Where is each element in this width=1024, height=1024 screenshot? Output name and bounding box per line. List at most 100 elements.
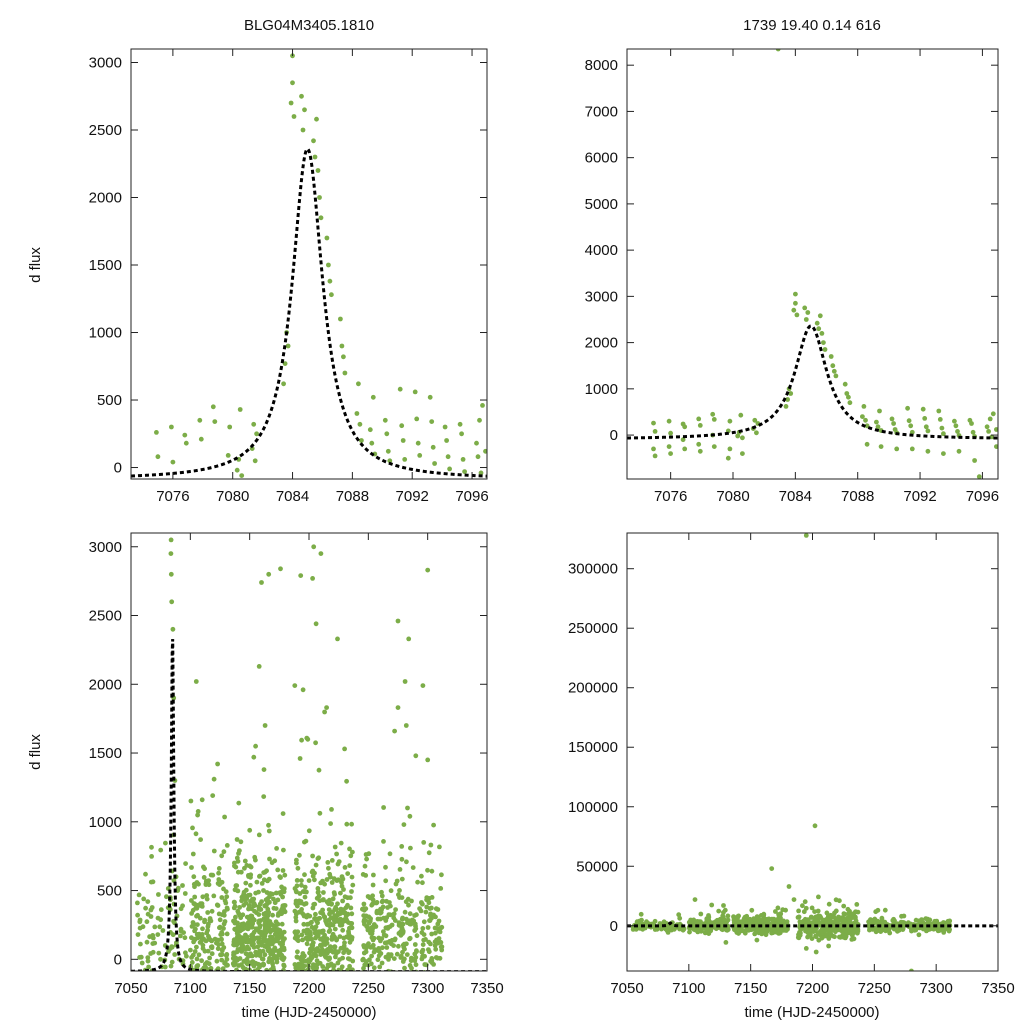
data-point [199, 958, 205, 964]
data-point [851, 930, 856, 936]
data-point [326, 929, 332, 934]
data-point [922, 416, 928, 421]
data-point [873, 929, 879, 935]
data-point [339, 874, 345, 879]
data-point [387, 998, 392, 1003]
data-point [925, 448, 931, 454]
top-left-frame [130, 48, 488, 480]
data-point [268, 934, 273, 939]
data-point [144, 919, 150, 925]
data-point [224, 980, 229, 985]
data-point [321, 938, 327, 944]
data-point [312, 901, 318, 907]
data-point [178, 928, 184, 934]
data-point [399, 856, 405, 862]
data-point [204, 974, 209, 979]
data-point [149, 905, 155, 910]
data-point [402, 965, 407, 971]
data-point [240, 922, 246, 928]
x-tick-label: 7080 [216, 488, 249, 505]
data-point [899, 913, 904, 919]
data-point [420, 942, 426, 947]
data-point [842, 929, 848, 934]
data-point [340, 976, 345, 981]
data-point [273, 890, 279, 896]
data-point [976, 474, 982, 479]
data-point [401, 941, 407, 947]
data-point [722, 907, 728, 913]
data-point [170, 626, 176, 632]
data-point [360, 956, 366, 962]
data-point [163, 840, 168, 846]
data-point [306, 878, 312, 883]
data-point [382, 940, 388, 946]
data-point [338, 919, 344, 924]
y-tick-label: 4000 [585, 242, 618, 259]
data-point [433, 946, 439, 952]
data-point [387, 1016, 392, 1021]
data-point [195, 812, 201, 818]
data-point [393, 907, 398, 912]
data-point [457, 421, 463, 427]
data-point [417, 453, 423, 458]
data-point [251, 941, 256, 947]
data-point [241, 889, 247, 895]
data-point [224, 953, 229, 958]
data-point [666, 418, 672, 424]
data-point [391, 911, 397, 917]
data-point [157, 924, 163, 930]
data-point [785, 397, 790, 402]
data-point [247, 827, 253, 833]
data-point [424, 904, 430, 910]
data-point [697, 423, 703, 428]
data-point [414, 416, 420, 422]
data-point [204, 893, 210, 898]
data-point [984, 424, 990, 430]
data-point [140, 971, 145, 976]
data-point [283, 979, 288, 984]
data-point [310, 853, 315, 859]
data-point [329, 858, 335, 863]
data-point [221, 912, 227, 918]
data-point [338, 988, 343, 993]
data-point [253, 949, 259, 955]
data-point [391, 956, 397, 961]
data-point [234, 467, 240, 473]
data-point [252, 854, 258, 860]
data-point [267, 938, 272, 944]
data-point [194, 905, 200, 911]
data-point [345, 902, 350, 908]
data-point [224, 843, 230, 848]
data-point [916, 918, 922, 924]
data-point [398, 953, 404, 959]
data-point [234, 942, 240, 948]
data-point [211, 776, 217, 782]
data-point [223, 1015, 228, 1020]
data-point [759, 918, 765, 924]
data-point [206, 998, 211, 1003]
data-point [841, 903, 847, 909]
data-point [389, 977, 394, 982]
data-point [370, 394, 376, 400]
data-point [237, 912, 243, 918]
data-point [326, 917, 332, 923]
data-point [369, 953, 374, 959]
data-point [294, 878, 300, 883]
data-point [225, 976, 230, 981]
data-point [805, 919, 811, 925]
data-point [169, 959, 175, 965]
data-point [826, 943, 831, 949]
data-point [342, 370, 348, 376]
data-point [235, 858, 241, 864]
data-point [344, 978, 349, 983]
data-point [793, 291, 798, 297]
y-tick-label: 7000 [585, 103, 618, 120]
data-point [388, 953, 393, 959]
data-point [261, 877, 267, 883]
data-point [381, 915, 387, 921]
data-point [638, 911, 644, 917]
data-point [381, 805, 386, 810]
data-point [326, 988, 331, 993]
data-point [238, 869, 244, 875]
data-point [300, 959, 305, 964]
